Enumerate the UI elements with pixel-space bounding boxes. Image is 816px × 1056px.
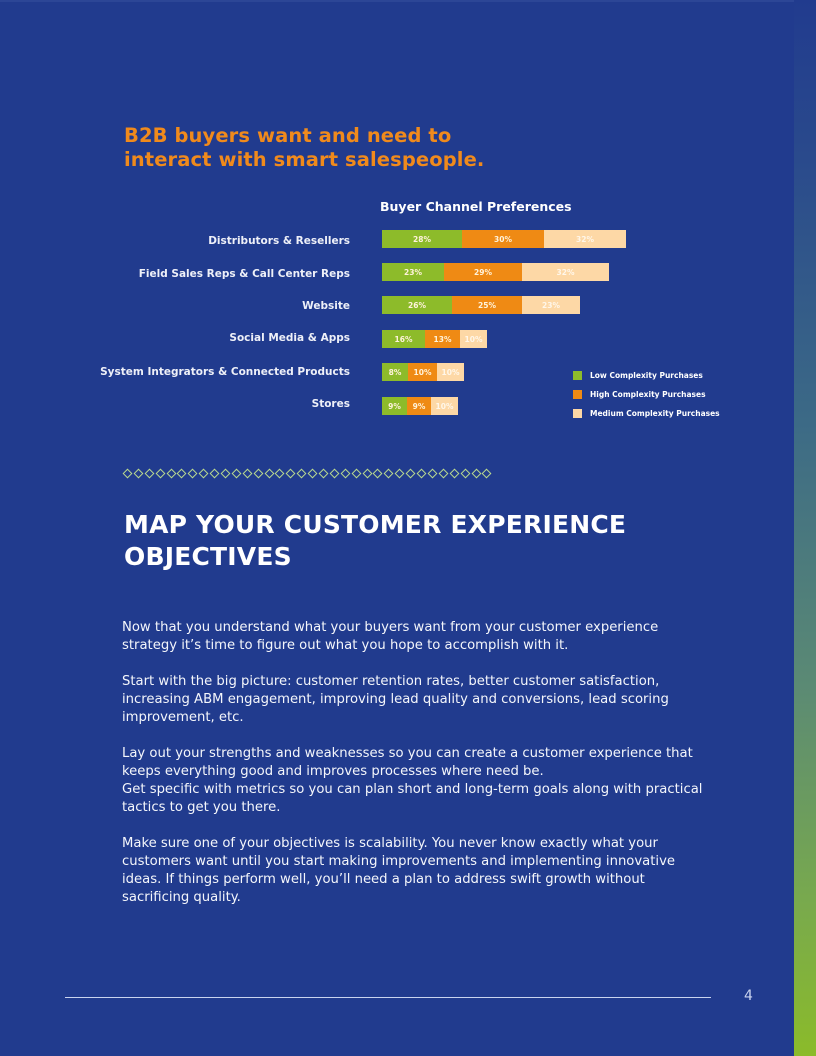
legend-item-medium: Medium Complexity Purchases — [573, 404, 720, 423]
chart-bar: 9% 9% 10% — [382, 397, 458, 415]
headline-line-1: B2B buyers want and need to — [124, 124, 452, 147]
paragraph: Get specific with metrics so you can pla… — [122, 782, 703, 815]
bar-segment-high: 13% — [425, 330, 460, 348]
body-text: Now that you understand what your buyers… — [122, 619, 712, 925]
chart-row-label: Website — [302, 300, 350, 312]
chart-bar: 23% 29% 32% — [382, 263, 609, 281]
diamond-icon — [122, 468, 133, 479]
page-number: 4 — [744, 988, 753, 1004]
diamond-icon — [155, 468, 166, 479]
chart-row-label: Social Media & Apps — [229, 332, 350, 344]
bar-segment-low: 23% — [382, 263, 444, 281]
legend-label: Medium Complexity Purchases — [590, 409, 720, 418]
diamond-icon — [231, 468, 242, 479]
diamond-icon — [285, 468, 296, 479]
bar-segment-medium: 32% — [544, 230, 626, 248]
diamond-icon — [296, 468, 307, 479]
bar-segment-low: 28% — [382, 230, 462, 248]
paragraph: Start with the big picture: customer ret… — [122, 674, 669, 725]
diamond-icon — [166, 468, 177, 479]
bar-segment-low: 26% — [382, 296, 452, 314]
bar-segment-medium: 23% — [522, 296, 580, 314]
chart-row-label: Stores — [311, 398, 350, 410]
diamond-icon — [220, 468, 231, 479]
diamond-icon — [275, 468, 285, 479]
diamond-icon — [187, 468, 198, 479]
diamond-icon — [471, 468, 481, 479]
diamond-divider — [122, 468, 494, 481]
bar-segment-medium: 10% — [460, 330, 487, 348]
diamond-icon — [177, 468, 187, 479]
bar-segment-low: 9% — [382, 397, 407, 415]
legend-swatch-icon — [573, 409, 582, 418]
headline: B2B buyers want and need to interact wit… — [124, 124, 484, 172]
legend-item-low: Low Complexity Purchases — [573, 366, 720, 385]
diamond-icon — [383, 468, 394, 479]
diamond-icon — [394, 468, 405, 479]
top-border — [0, 0, 794, 2]
chart-title: Buyer Channel Preferences — [380, 199, 572, 214]
chart-bar: 28% 30% 32% — [382, 230, 626, 248]
chart-legend: Low Complexity Purchases High Complexity… — [573, 366, 720, 423]
legend-label: Low Complexity Purchases — [590, 371, 703, 380]
diamond-icon — [329, 468, 340, 479]
diamond-icon — [438, 468, 449, 479]
diamond-icon — [481, 468, 492, 479]
bar-segment-medium: 32% — [522, 263, 609, 281]
diamond-icon — [362, 468, 373, 479]
section-title-line-1: MAP YOUR CUSTOMER EXPERIENCE — [124, 510, 627, 539]
chart-row-label: Field Sales Reps & Call Center Reps — [138, 268, 350, 280]
diamond-icon — [427, 468, 438, 479]
legend-item-high: High Complexity Purchases — [573, 385, 720, 404]
diamond-icon — [460, 468, 471, 479]
headline-line-2: interact with smart salespeople. — [124, 148, 485, 171]
diamond-icon — [373, 468, 383, 479]
bar-segment-high: 10% — [408, 363, 437, 381]
diamond-icon — [198, 468, 209, 479]
section-title: MAP YOUR CUSTOMER EXPERIENCE OBJECTIVES — [124, 509, 626, 573]
diamond-icon — [340, 468, 351, 479]
diamond-icon — [264, 468, 275, 479]
diamond-icon — [351, 468, 362, 479]
bar-segment-low: 8% — [382, 363, 408, 381]
bar-segment-high: 9% — [407, 397, 431, 415]
chart-bar: 16% 13% 10% — [382, 330, 487, 348]
bar-segment-high: 30% — [462, 230, 544, 248]
diamond-icon — [405, 468, 416, 479]
diamond-icon — [307, 468, 318, 479]
chart-bar: 26% 25% 23% — [382, 296, 580, 314]
diamond-icon — [416, 468, 427, 479]
diamond-icon — [144, 468, 155, 479]
diamond-icon — [253, 468, 264, 479]
diamond-icon — [209, 468, 220, 479]
paragraph: Lay out your strengths and weaknesses so… — [122, 746, 693, 779]
bar-segment-medium: 10% — [431, 397, 458, 415]
diamond-icon — [242, 468, 253, 479]
side-gradient-band — [794, 0, 816, 1056]
bar-segment-medium: 10% — [437, 363, 464, 381]
section-title-line-2: OBJECTIVES — [124, 542, 292, 571]
diamond-icon — [449, 468, 460, 479]
paragraph: Make sure one of your objectives is scal… — [122, 836, 676, 905]
chart-bar: 8% 10% 10% — [382, 363, 464, 381]
diamond-icon — [318, 468, 329, 479]
chart-row-label: System Integrators & Connected Products — [100, 366, 350, 378]
legend-label: High Complexity Purchases — [590, 390, 706, 399]
chart-row-label: Distributors & Resellers — [208, 235, 350, 247]
legend-swatch-icon — [573, 390, 582, 399]
legend-swatch-icon — [573, 371, 582, 380]
bar-segment-high: 29% — [444, 263, 522, 281]
paragraph: Now that you understand what your buyers… — [122, 620, 659, 653]
diamond-icon — [133, 468, 144, 479]
bar-segment-low: 16% — [382, 330, 425, 348]
bar-segment-high: 25% — [452, 296, 522, 314]
footer-divider — [65, 997, 711, 998]
